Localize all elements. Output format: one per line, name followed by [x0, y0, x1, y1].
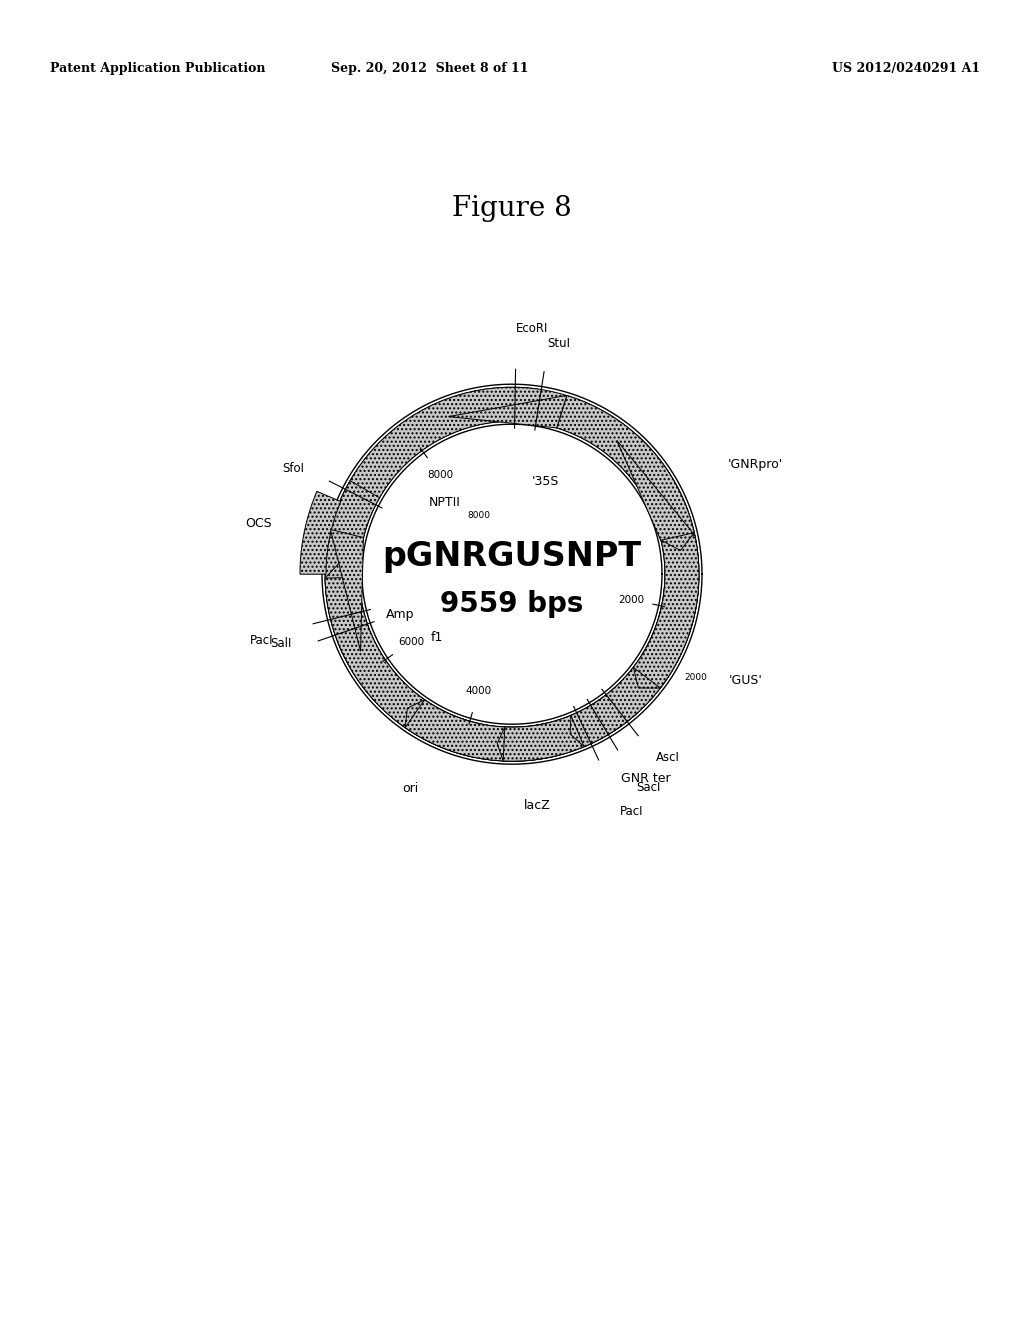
Text: SacI: SacI	[636, 781, 660, 793]
Text: '35S: '35S	[531, 475, 559, 488]
Polygon shape	[325, 577, 406, 709]
Polygon shape	[406, 700, 480, 758]
Text: 4000: 4000	[465, 686, 492, 697]
Polygon shape	[503, 722, 557, 762]
Polygon shape	[449, 396, 566, 428]
Text: lacZ: lacZ	[524, 799, 551, 812]
Polygon shape	[300, 491, 341, 574]
Text: 2000: 2000	[684, 673, 708, 681]
Text: NPTII: NPTII	[429, 496, 461, 508]
Text: pGNRGUSNPT: pGNRGUSNPT	[383, 540, 641, 573]
Polygon shape	[662, 532, 694, 550]
Text: PacI: PacI	[250, 634, 273, 647]
Text: OCS: OCS	[246, 516, 272, 529]
Polygon shape	[634, 668, 660, 688]
Text: f1: f1	[430, 631, 442, 644]
Text: AscI: AscI	[655, 751, 679, 764]
Text: 8000: 8000	[467, 511, 489, 520]
Polygon shape	[325, 560, 359, 578]
Text: Sep. 20, 2012  Sheet 8 of 11: Sep. 20, 2012 Sheet 8 of 11	[331, 62, 528, 75]
Text: 9559 bps: 9559 bps	[440, 590, 584, 618]
Polygon shape	[331, 529, 364, 651]
Polygon shape	[614, 436, 694, 540]
Text: 'GUS': 'GUS'	[729, 673, 763, 686]
Text: GNR ter: GNR ter	[621, 772, 671, 785]
Text: SalI: SalI	[270, 638, 292, 649]
Text: 2000: 2000	[618, 594, 644, 605]
Text: Figure 8: Figure 8	[453, 195, 571, 222]
Polygon shape	[325, 387, 699, 762]
Text: 6000: 6000	[397, 638, 424, 647]
Polygon shape	[634, 587, 698, 688]
Text: 8000: 8000	[427, 470, 454, 480]
Polygon shape	[571, 688, 637, 747]
Text: StuI: StuI	[548, 337, 570, 350]
Text: PacI: PacI	[620, 805, 643, 818]
Text: EcoRI: EcoRI	[516, 322, 549, 335]
Polygon shape	[406, 700, 425, 727]
Text: US 2012/0240291 A1: US 2012/0240291 A1	[831, 62, 980, 75]
Polygon shape	[570, 715, 584, 747]
Polygon shape	[331, 387, 699, 762]
Text: 'GNRpro': 'GNRpro'	[727, 458, 782, 471]
Text: ori: ori	[402, 783, 419, 795]
Polygon shape	[325, 396, 699, 762]
Text: Amp: Amp	[386, 609, 415, 622]
Text: Patent Application Publication: Patent Application Publication	[50, 62, 265, 75]
Text: SfoI: SfoI	[283, 462, 304, 475]
Polygon shape	[498, 727, 505, 762]
Polygon shape	[616, 441, 695, 543]
